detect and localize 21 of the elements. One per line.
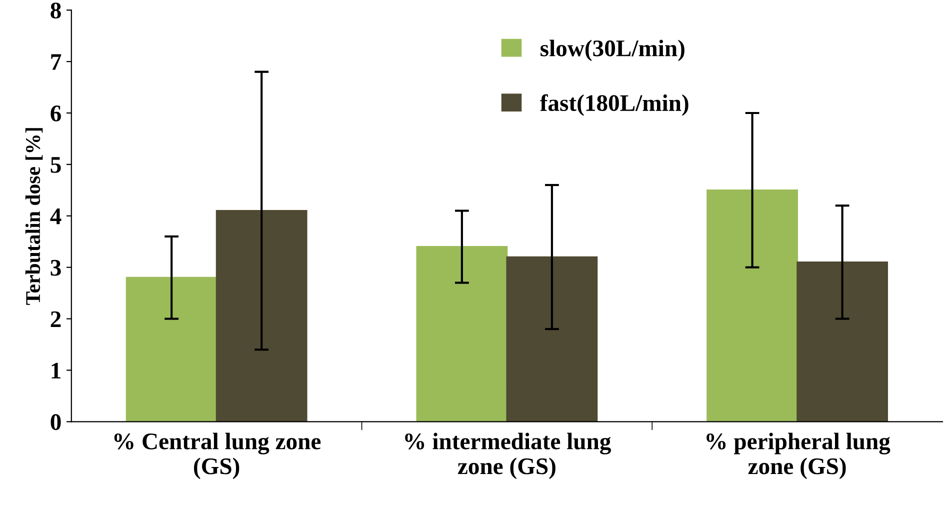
y-tick-label: 7 [51, 54, 62, 70]
y-tick-label: 5 [50, 157, 61, 173]
y-tick-label: 1 [52, 362, 60, 378]
legend-label: slow(30L/min) [540, 40, 684, 62]
bar [706, 189, 798, 422]
legend-label: fast(180L/min) [540, 94, 688, 116]
bar [416, 246, 508, 422]
bar [506, 256, 598, 422]
x-tick-label: % intermediate lung zone (GS) [405, 432, 611, 480]
bar [796, 261, 888, 422]
y-tick-label: 6 [50, 106, 61, 122]
bar [216, 210, 308, 422]
y-axis-title: Terbutalin dose [%] [25, 128, 43, 305]
bar [126, 276, 218, 422]
y-tick-label: 3 [50, 260, 61, 276]
y-tick-label: 8 [50, 2, 61, 19]
y-tick-label: 0 [50, 414, 61, 430]
y-tick-label: 4 [50, 208, 62, 224]
x-tick-label: % Central lung zone (GS) [114, 432, 321, 480]
y-tick-label: 2 [50, 311, 61, 327]
x-tick-label: % peripheral lung zone (GS) [706, 432, 890, 480]
